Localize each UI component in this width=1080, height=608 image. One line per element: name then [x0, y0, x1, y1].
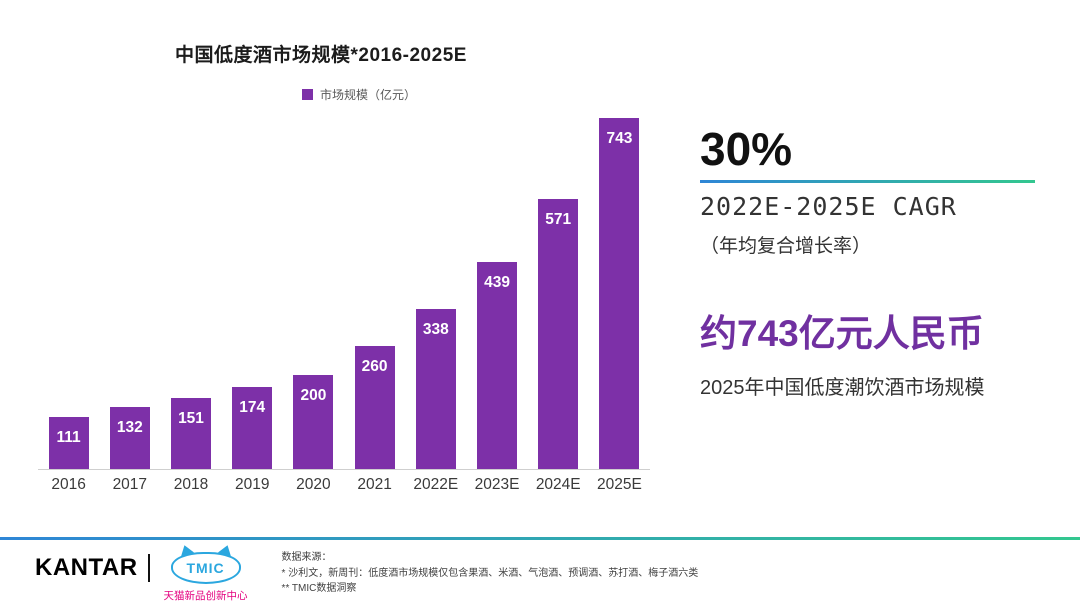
bar-slot: 200 [283, 118, 344, 469]
x-axis-label: 2016 [51, 476, 86, 493]
bar-slot: 439 [466, 118, 527, 469]
bar-slot: 338 [405, 118, 466, 469]
source-line-1: 数据来源： [281, 552, 332, 563]
bar-chart: 111 132 151 174 200 260 338 439 571 743 [38, 118, 650, 470]
bar-slot: 260 [344, 118, 405, 469]
bar-2020: 200 [293, 374, 334, 469]
x-axis-label: 2020 [296, 476, 331, 493]
bar-slot: 743 [589, 118, 650, 469]
bar-value-label: 571 [545, 211, 572, 229]
market-size-value: 约743亿元人民币 [700, 313, 984, 354]
x-axis-label: 2017 [112, 476, 148, 493]
market-size-label: 2025年中国低度潮饮酒市场规模 [700, 377, 985, 399]
chart-legend: 市场规模（亿元） [302, 86, 416, 103]
bar-slot: 151 [160, 118, 221, 469]
kantar-logo: KANTAR [35, 554, 138, 581]
bar-value-label: 132 [116, 418, 143, 436]
cagr-value: 30% [700, 123, 793, 175]
gradient-underline [700, 180, 1035, 183]
footer-divider [0, 537, 1080, 540]
bar-value-label: 260 [361, 358, 388, 376]
source-line-3: ** TMIC数据洞察 [281, 583, 357, 594]
bar-value-label: 439 [484, 273, 510, 291]
bar-2023E: 439 [477, 261, 518, 469]
cagr-label: 2022E-2025E CAGR [700, 192, 957, 221]
bar-2017: 132 [109, 406, 150, 469]
legend-swatch-icon [302, 89, 313, 100]
bar-slot: 132 [99, 118, 160, 469]
tmic-logo-text: TMIC [186, 560, 225, 576]
tmic-logo: TMIC 天猫新品创新中心 [164, 548, 248, 603]
bar-value-label: 338 [422, 321, 449, 339]
bar-slot: 571 [528, 118, 589, 469]
cagr-sublabel: （年均复合增长率） [700, 236, 872, 257]
logo-separator [147, 554, 150, 582]
chart-title: 中国低度酒市场规模*2016-2025E [175, 45, 467, 66]
bar-value-label: 111 [56, 428, 81, 446]
x-axis-label: 2025E [597, 476, 642, 493]
bar-2025E: 743 [599, 118, 640, 469]
bar-slot: 111 [38, 118, 99, 469]
x-axis-label: 2018 [173, 476, 209, 493]
tmic-cat-icon: TMIC [170, 552, 241, 584]
x-axis-labels: 2016 2017 2018 2019 2020 2021 2022E 2023E 2024E 2… [38, 476, 650, 494]
bar-2024E: 571 [538, 199, 579, 469]
bar-2021: 260 [354, 346, 395, 469]
bar-2018: 151 [171, 397, 211, 469]
bar-2022E: 338 [415, 309, 456, 469]
chart-section: 中国低度酒市场规模*2016-2025E 市场规模（亿元） 111 132 151 1… [30, 28, 670, 508]
bar-2016: 111 [48, 416, 89, 469]
x-axis-label: 2021 [357, 476, 392, 493]
bar-value-label: 200 [300, 386, 327, 404]
bar-value-label: 174 [239, 398, 266, 416]
legend-label: 市场规模（亿元） [320, 88, 417, 102]
stats-panel: 30% 2022E-2025E CAGR （年均复合增长率） 约743亿元人民币… [700, 0, 1060, 520]
data-source-notes: 数据来源： * 沙利文，新周刊：低度酒市场规模仅包含果酒、米酒、气泡酒、预调酒、… [282, 550, 699, 597]
source-line-2: * 沙利文，新周刊：低度酒市场规模仅包含果酒、米酒、气泡酒、预调酒、苏打酒、梅子… [281, 567, 699, 579]
tmic-label: 天猫新品创新中心 [163, 590, 248, 602]
bar-2019: 174 [232, 386, 273, 469]
bar-value-label: 743 [606, 130, 633, 147]
x-axis-label: 2024E [535, 476, 581, 493]
bar-value-label: 151 [178, 409, 204, 427]
x-axis-label: 2022E [413, 476, 459, 493]
bar-slot: 174 [222, 118, 283, 469]
x-axis-label: 2019 [234, 476, 270, 493]
x-axis-label: 2023E [474, 476, 520, 493]
footer: KANTAR TMIC 天猫新品创新中心 数据来源： * 沙利文，新周刊：低度酒… [35, 548, 1045, 603]
